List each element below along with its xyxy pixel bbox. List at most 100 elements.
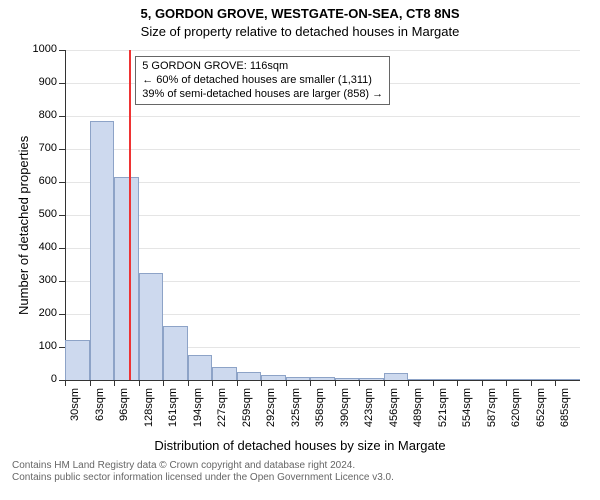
y-tick-label: 500 (17, 208, 57, 220)
x-tick-label: 161sqm (167, 388, 179, 443)
x-tick-label: 554sqm (461, 388, 473, 443)
y-tick-mark (59, 116, 65, 117)
x-tick-label: 358sqm (314, 388, 326, 443)
histogram-bar (261, 375, 286, 380)
x-tick-label: 128sqm (143, 388, 155, 443)
x-tick-label: 325sqm (290, 388, 302, 443)
x-tick-mark (114, 380, 115, 386)
x-tick-label: 96sqm (118, 388, 130, 443)
histogram-bar (139, 273, 164, 380)
y-tick-mark (59, 347, 65, 348)
histogram-bar (359, 378, 384, 380)
histogram-bar (163, 326, 188, 380)
footer-line-1: Contains HM Land Registry data © Crown c… (12, 460, 600, 472)
x-tick-label: 620sqm (510, 388, 522, 443)
x-tick-label: 390sqm (339, 388, 351, 443)
grid-line (65, 380, 580, 381)
y-tick-label: 900 (17, 76, 57, 88)
grid-line (65, 182, 580, 183)
x-tick-mark (482, 380, 483, 386)
y-tick-mark (59, 215, 65, 216)
x-tick-label: 30sqm (69, 388, 81, 443)
x-tick-mark (457, 380, 458, 386)
y-tick-mark (59, 182, 65, 183)
x-tick-label: 423sqm (363, 388, 375, 443)
x-tick-label: 456sqm (388, 388, 400, 443)
histogram-bar (310, 377, 335, 380)
chart-title-address: 5, GORDON GROVE, WESTGATE-ON-SEA, CT8 8N… (0, 6, 600, 21)
x-tick-label: 587sqm (486, 388, 498, 443)
grid-line (65, 215, 580, 216)
y-tick-mark (59, 281, 65, 282)
x-tick-mark (188, 380, 189, 386)
x-tick-mark (212, 380, 213, 386)
y-tick-label: 300 (17, 274, 57, 286)
y-tick-mark (59, 248, 65, 249)
x-tick-mark (506, 380, 507, 386)
histogram-bar (212, 367, 237, 380)
x-tick-mark (65, 380, 66, 386)
x-tick-mark (90, 380, 91, 386)
grid-line (65, 116, 580, 117)
x-tick-label: 685sqm (559, 388, 571, 443)
histogram-bar (433, 379, 458, 380)
histogram-bar (188, 355, 213, 380)
chart-subtitle: Size of property relative to detached ho… (0, 24, 600, 39)
x-tick-mark (433, 380, 434, 386)
y-tick-label: 700 (17, 142, 57, 154)
x-tick-label: 259sqm (241, 388, 253, 443)
histogram-bar (531, 379, 556, 380)
y-tick-mark (59, 149, 65, 150)
callout-line-1: 5 GORDON GROVE: 116sqm (142, 60, 383, 74)
footer-line-2: Contains public sector information licen… (12, 472, 600, 484)
x-tick-label: 521sqm (437, 388, 449, 443)
callout-line-2: ← 60% of detached houses are smaller (1,… (142, 74, 383, 88)
x-tick-label: 194sqm (192, 388, 204, 443)
y-axis-line (65, 50, 66, 380)
x-tick-mark (310, 380, 311, 386)
y-tick-mark (59, 50, 65, 51)
y-tick-mark (59, 83, 65, 84)
x-tick-label: 652sqm (535, 388, 547, 443)
y-tick-label: 800 (17, 109, 57, 121)
x-tick-mark (237, 380, 238, 386)
x-tick-label: 63sqm (94, 388, 106, 443)
histogram-bar (408, 379, 433, 380)
x-tick-mark (408, 380, 409, 386)
histogram-bar (286, 377, 311, 380)
property-marker-line (129, 50, 131, 380)
x-tick-mark (335, 380, 336, 386)
callout-line-3: 39% of semi-detached houses are larger (… (142, 88, 383, 102)
y-tick-label: 400 (17, 241, 57, 253)
x-tick-mark (359, 380, 360, 386)
x-tick-mark (261, 380, 262, 386)
y-tick-label: 200 (17, 307, 57, 319)
histogram-bar (555, 379, 580, 380)
y-tick-mark (59, 314, 65, 315)
property-callout: 5 GORDON GROVE: 116sqm ← 60% of detached… (135, 56, 390, 105)
histogram-bar (335, 378, 360, 380)
histogram-bar (237, 372, 262, 380)
x-tick-mark (384, 380, 385, 386)
footer-attribution: Contains HM Land Registry data © Crown c… (0, 460, 600, 484)
x-tick-mark (531, 380, 532, 386)
grid-line (65, 248, 580, 249)
x-tick-mark (286, 380, 287, 386)
x-tick-label: 227sqm (216, 388, 228, 443)
histogram-bar (114, 177, 139, 380)
y-tick-label: 600 (17, 175, 57, 187)
x-tick-label: 489sqm (412, 388, 424, 443)
histogram-bar (482, 379, 507, 380)
y-tick-label: 0 (17, 373, 57, 385)
histogram-bar (65, 340, 90, 380)
x-tick-label: 292sqm (265, 388, 277, 443)
y-axis-label: Number of detached properties (16, 136, 31, 315)
x-tick-mark (555, 380, 556, 386)
y-tick-label: 100 (17, 340, 57, 352)
histogram-bar (90, 121, 115, 380)
histogram-bar (457, 379, 482, 380)
chart-container: { "titles": { "address": "5, GORDON GROV… (0, 0, 600, 500)
histogram-bar (384, 373, 409, 380)
x-tick-mark (163, 380, 164, 386)
grid-line (65, 50, 580, 51)
